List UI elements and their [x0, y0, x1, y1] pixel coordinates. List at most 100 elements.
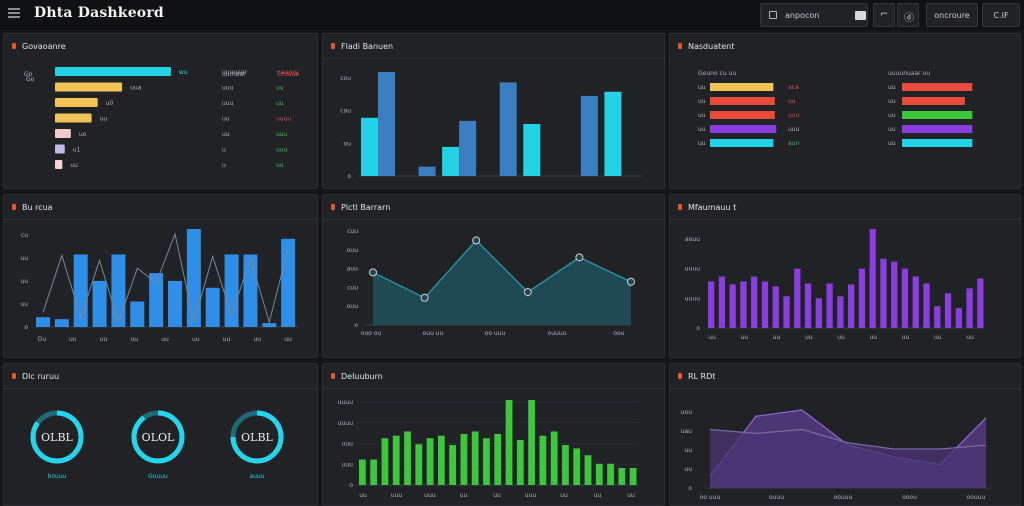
status-dot-icon	[678, 373, 682, 379]
progress-bar	[710, 83, 774, 91]
panel-purple-area: RL RDt uou uau uu uu o oo uuu ouuu oouuu ooou oou…	[669, 363, 1022, 506]
x-tick-label: uu	[223, 336, 231, 343]
x-tick-label: uu	[773, 334, 781, 341]
bar-value-label: uua	[130, 85, 142, 92]
row-change: uu	[276, 100, 284, 107]
status-dot-icon	[331, 204, 335, 210]
bar-value-label: uu	[70, 162, 78, 169]
bar	[55, 160, 63, 169]
top-bar: Dhta Dashkeord anpocon ⌐ ⓓ oncroure C.IF	[0, 0, 1024, 30]
bar	[891, 261, 898, 328]
menu-icon[interactable]	[8, 8, 20, 18]
column-header: ucouae	[277, 71, 299, 78]
row-count: uu	[222, 116, 230, 123]
bar	[442, 146, 460, 176]
search-label: anpocon	[785, 11, 820, 20]
panel-title: Plctl Barrarn	[331, 203, 390, 212]
y-tick-label: uuu	[342, 441, 354, 448]
y-tick-label: uu	[20, 255, 28, 262]
y-tick-label: o	[696, 325, 700, 332]
bar	[149, 273, 164, 327]
panel-donuts: Dlc ruruu OLBL bouuu OLOL Gouuu OLBL auuu	[3, 363, 319, 506]
search-box[interactable]: anpocon	[760, 3, 868, 27]
panel-bar-chart: Fladi Banuen cou cau ou o	[322, 33, 666, 189]
row-count: u	[222, 162, 226, 169]
bar	[595, 463, 603, 485]
y-tick-label: uu	[684, 466, 692, 473]
row-change: uuu	[276, 147, 288, 154]
donut-charts: OLBL bouuu OLOL Gouuu OLBL auuu	[4, 388, 319, 480]
y-tick-label: uuuu	[685, 295, 700, 302]
bar	[55, 144, 65, 154]
area-line	[372, 239, 632, 299]
bar	[459, 120, 477, 176]
y-tick-label: uuuu	[685, 266, 700, 273]
bar	[505, 400, 513, 485]
bar	[55, 113, 92, 123]
donut-arc	[131, 410, 185, 464]
x-tick-label: Du	[38, 336, 47, 343]
row-note: uu	[788, 98, 796, 105]
bar	[378, 72, 395, 176]
y-tick-label: cau	[340, 108, 351, 115]
x-tick-label: uu	[627, 492, 635, 499]
y-tick-label: aouu	[685, 236, 700, 243]
profile-button[interactable]: C.IF	[982, 3, 1020, 27]
row-label: uu	[698, 140, 706, 147]
y-tick-label: o	[349, 482, 353, 489]
user-button[interactable]: ⓓ	[897, 3, 919, 27]
filter-button[interactable]: ⌐	[873, 3, 895, 27]
bar	[837, 296, 844, 328]
status-dot-icon	[12, 204, 16, 210]
row-label: uu	[888, 84, 896, 91]
donut-arc	[230, 410, 284, 464]
row-label: uu	[888, 140, 896, 147]
bar	[55, 129, 71, 138]
x-tick-label: uu	[934, 334, 942, 341]
bar	[523, 124, 541, 176]
settings-button-label: oncroure	[934, 11, 970, 20]
data-point	[523, 288, 532, 297]
bar	[55, 67, 171, 76]
x-tick-label: uuu	[391, 492, 403, 499]
row-count: u	[222, 147, 226, 154]
panel-title: Mfaumauu t	[678, 203, 736, 212]
status-dot-icon	[678, 204, 682, 210]
row-label: Go	[26, 76, 35, 83]
data-point	[420, 293, 429, 302]
settings-button[interactable]: oncroure	[926, 3, 978, 27]
bar-value-label: uu	[100, 116, 108, 123]
progress-bar	[902, 97, 965, 105]
bar	[55, 98, 98, 107]
panel-overview: Govaoanre Go uurnaar ucouae Go wu uuuuaar +auo…	[3, 33, 318, 189]
bar	[923, 283, 930, 328]
x-tick-label: uu	[460, 492, 468, 499]
bar	[262, 323, 277, 327]
x-tick-label: uu	[69, 336, 77, 343]
x-tick-label: ooou	[902, 494, 917, 501]
bar	[418, 166, 436, 176]
bar	[794, 268, 801, 328]
keyboard-icon[interactable]	[855, 11, 866, 20]
bar	[955, 308, 962, 328]
progress-bar	[710, 111, 775, 119]
x-tick-label: uu	[902, 334, 910, 341]
bar	[804, 283, 812, 328]
area-fill	[710, 429, 986, 488]
row-label: uu	[888, 98, 896, 105]
status-dot-icon	[12, 373, 16, 379]
bar	[130, 301, 145, 327]
x-tick-label: uu	[130, 336, 138, 343]
x-tick-label: uu	[869, 334, 877, 341]
bar	[92, 280, 107, 327]
row-count: uuu	[222, 100, 234, 107]
panel-bars-line: Bu rcua cu uu uu uu o Du uu uu uu uu uu uu uu uu	[3, 194, 319, 358]
bar	[205, 287, 220, 327]
bar	[550, 431, 558, 485]
bar	[858, 268, 866, 328]
bar	[562, 445, 569, 485]
progress-bar	[710, 97, 775, 105]
panel-title: Fladi Banuen	[331, 42, 393, 51]
